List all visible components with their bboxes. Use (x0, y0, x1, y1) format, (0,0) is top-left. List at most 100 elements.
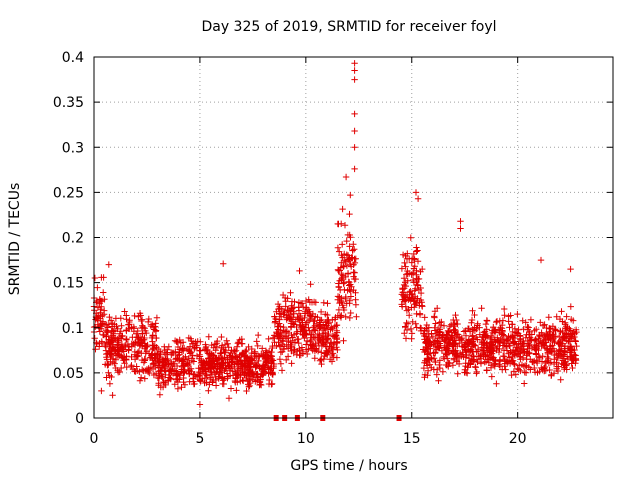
data-point (140, 367, 147, 375)
data-point (163, 351, 170, 358)
data-point (141, 375, 148, 382)
data-point (511, 325, 519, 332)
data-point (185, 334, 192, 342)
data-point (527, 316, 535, 323)
data-point (314, 348, 322, 355)
data-point (268, 380, 276, 387)
data-point (518, 361, 526, 368)
data-point (271, 339, 278, 346)
data-point (440, 322, 448, 329)
data-point (196, 401, 204, 408)
data-point (340, 263, 347, 270)
data-point (276, 342, 283, 349)
data-point (340, 337, 347, 344)
data-point (287, 289, 294, 296)
data-point (351, 67, 358, 74)
data-point (496, 345, 503, 353)
data-point (410, 298, 418, 305)
data-point (138, 316, 146, 323)
data-point (538, 358, 546, 365)
data-point (468, 319, 475, 326)
data-point (520, 340, 528, 347)
data-point (331, 316, 339, 323)
data-point (275, 320, 283, 327)
data-point (283, 314, 290, 321)
data-point (449, 343, 456, 350)
y-tick-label: 0.1 (62, 321, 84, 337)
data-point (351, 127, 358, 135)
data-point (153, 314, 161, 321)
data-point (232, 379, 239, 386)
data-point (344, 252, 352, 259)
data-point (339, 241, 346, 248)
data-point (427, 345, 434, 352)
data-point (303, 337, 311, 345)
data-point (147, 364, 155, 371)
data-point (469, 338, 476, 345)
data-point (334, 220, 341, 228)
data-point (534, 359, 541, 367)
data-point (118, 340, 126, 348)
data-point (559, 340, 566, 347)
data-point (502, 342, 510, 350)
data-point (324, 325, 332, 333)
data-point (462, 347, 469, 354)
data-point (473, 368, 480, 376)
data-point (421, 314, 428, 321)
data-point (128, 353, 135, 361)
data-point (118, 364, 125, 372)
data-point (276, 356, 284, 363)
data-point (560, 361, 567, 368)
data-point (125, 347, 132, 354)
data-point (206, 362, 213, 370)
data-point (462, 354, 469, 361)
data-point (414, 281, 421, 288)
data-point (239, 349, 246, 357)
data-point (301, 334, 308, 342)
data-point (157, 367, 164, 374)
data-point (503, 358, 510, 365)
data-point (173, 371, 180, 378)
data-point (296, 316, 303, 324)
data-point (256, 365, 263, 372)
data-point (94, 284, 101, 291)
data-point (524, 326, 531, 333)
data-point (559, 334, 567, 341)
data-point (510, 346, 517, 354)
data-point (245, 383, 252, 390)
data-point (334, 266, 342, 273)
data-point (351, 60, 358, 67)
data-point (413, 310, 420, 318)
data-point (174, 352, 182, 359)
data-point (320, 321, 327, 328)
data-point (523, 352, 530, 359)
data-point (284, 295, 291, 302)
data-point (233, 387, 240, 394)
data-point (513, 344, 520, 351)
data-point (142, 327, 149, 335)
data-point (412, 320, 419, 327)
data-point (109, 344, 116, 351)
data-point (302, 304, 310, 311)
data-point (569, 364, 576, 372)
data-point (338, 312, 345, 319)
data-point (203, 372, 210, 379)
data-point (324, 311, 331, 319)
data-point (104, 362, 111, 369)
data-point (425, 340, 432, 348)
data-point (333, 354, 341, 361)
data-point (100, 289, 107, 296)
data-point (160, 362, 167, 369)
data-point (212, 382, 220, 389)
data-point (102, 343, 109, 350)
data-point (94, 304, 102, 311)
data-point (152, 320, 159, 327)
data-point (342, 295, 349, 303)
data-point (495, 361, 503, 368)
data-point (531, 327, 538, 334)
data-point (487, 349, 494, 356)
data-point (350, 286, 357, 294)
data-point (273, 328, 280, 336)
data-point (336, 248, 343, 255)
data-point (291, 339, 299, 346)
